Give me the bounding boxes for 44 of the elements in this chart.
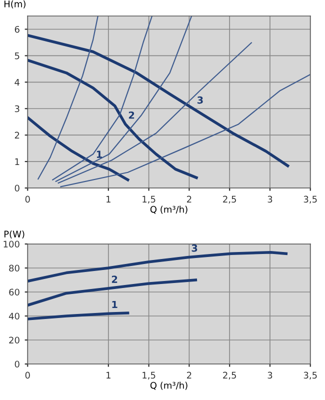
- y-tick-label: 0: [14, 360, 20, 368]
- x-tick-label: 1: [106, 372, 110, 378]
- x-tick-label: 1,5: [142, 196, 156, 204]
- x-axis-title: Q (m³/h): [150, 382, 188, 390]
- y-tick-label: 60: [9, 288, 20, 296]
- y-tick-label: 2: [14, 132, 20, 139]
- y-axis-title: P(W): [4, 230, 24, 239]
- x-tick-label: 3: [268, 372, 272, 379]
- x-tick-label: 2: [186, 196, 192, 202]
- line-series: [28, 116, 130, 182]
- series-label: 1: [96, 150, 102, 158]
- x-tick-label: 2,5: [223, 196, 236, 204]
- y-tick-label: 4: [14, 79, 20, 86]
- x-tick-label: 1: [106, 196, 110, 202]
- x-tick-label: 3,5: [304, 196, 317, 204]
- line-series: [28, 34, 290, 168]
- series-label: 1: [112, 300, 118, 308]
- y-tick-label: 40: [8, 312, 20, 320]
- x-tick-label: 2,5: [223, 372, 236, 380]
- y-tick-label: 80: [9, 264, 20, 272]
- line-series: [60, 74, 310, 188]
- x-tick-label: 0: [25, 372, 30, 379]
- y-tick-label: 3: [14, 105, 20, 112]
- line-series: [28, 251, 288, 283]
- x-tick-label: 2: [186, 372, 192, 378]
- series-label: 2: [128, 111, 134, 119]
- x-tick-label: 3,5: [304, 372, 317, 380]
- line-series: [38, 16, 98, 180]
- y-tick-label: 6: [14, 26, 20, 33]
- series-label: 2: [112, 276, 118, 283]
- x-tick-label: 1,5: [142, 372, 156, 380]
- series-label: 3: [192, 244, 198, 252]
- y-tick-label: 100: [4, 240, 20, 248]
- y-tick-label: 20: [9, 336, 20, 344]
- x-tick-label: 3: [268, 196, 272, 203]
- line-series: [28, 58, 198, 180]
- x-axis-title: Q (m³/h): [150, 206, 188, 214]
- x-tick-label: 0: [25, 196, 30, 203]
- y-axis-title: H(m): [4, 0, 26, 8]
- series-label: 3: [197, 96, 203, 104]
- line-series: [52, 16, 153, 180]
- y-tick-label: 5: [14, 52, 20, 60]
- y-tick-label: 1: [15, 158, 20, 165]
- y-tick-label: 0: [14, 184, 20, 192]
